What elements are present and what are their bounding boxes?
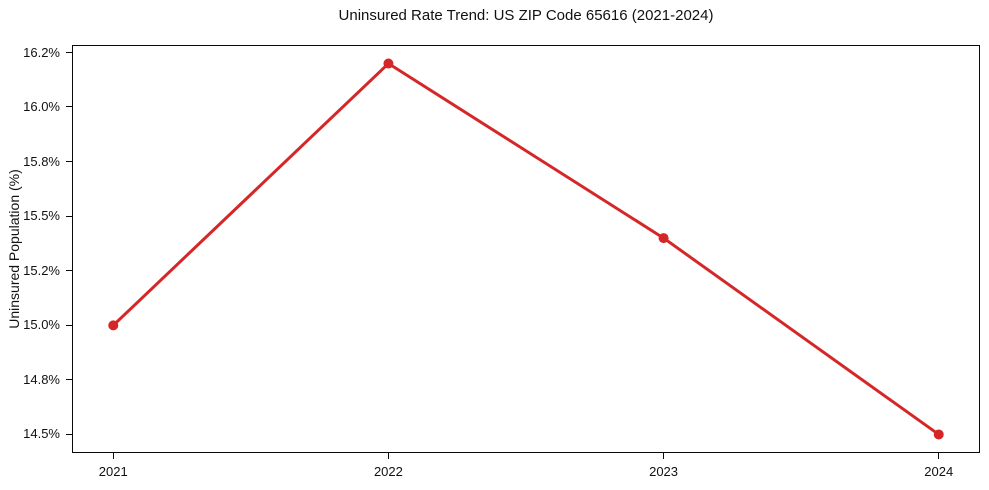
x-tick-mark [387, 453, 389, 459]
x-tick-label: 2022 [373, 464, 403, 479]
y-tick-label: 14.8% [23, 371, 60, 387]
y-tick-label: 16.0% [23, 99, 60, 115]
x-tick-mark [112, 453, 114, 459]
y-tick-label: 14.5% [23, 426, 60, 442]
chart-title: Uninsured Rate Trend: US ZIP Code 65616 … [338, 7, 714, 24]
y-tick-label: 15.8% [23, 153, 60, 169]
y-tick-label: 15.2% [23, 262, 60, 278]
x-tick-label: 2023 [649, 464, 679, 479]
y-tick-mark [66, 324, 72, 326]
y-axis-label: Uninsured Population (%) [6, 169, 22, 329]
y-tick-mark [66, 379, 72, 381]
x-tick-mark [662, 453, 664, 459]
y-tick-label: 15.0% [23, 317, 60, 333]
y-tick-mark [66, 215, 72, 217]
plot-area [72, 45, 980, 453]
y-tick-mark [66, 106, 72, 108]
x-tick-label: 2024 [924, 464, 954, 479]
x-tick-label: 2021 [98, 464, 128, 479]
y-tick-mark [66, 51, 72, 53]
y-tick-label: 16.2% [23, 44, 60, 60]
y-tick-label: 15.5% [23, 208, 60, 224]
y-tick-mark [66, 433, 72, 435]
y-tick-mark [66, 160, 72, 162]
x-tick-mark [937, 453, 939, 459]
y-tick-mark [66, 270, 72, 272]
